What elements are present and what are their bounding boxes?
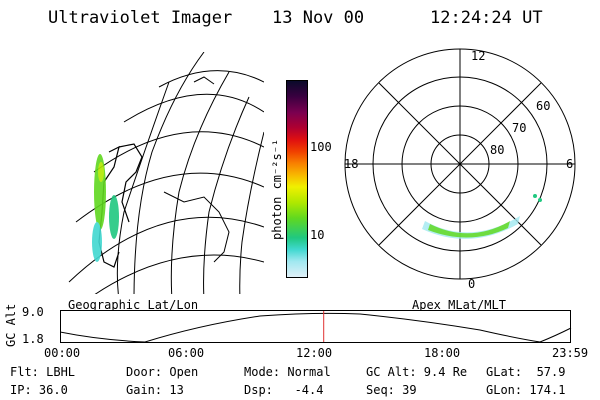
timeline-y-axis-label: GC Alt	[4, 303, 18, 347]
timeline-x-tick-0: 00:00	[44, 346, 81, 360]
timeline-y-tick-top: 9.0	[22, 305, 44, 319]
mode-value: Mode: Normal	[244, 365, 331, 379]
lat-label-70: 70	[512, 121, 526, 135]
timeline-y-tick-bottom: 1.8	[22, 332, 44, 346]
aurora-oval	[422, 194, 542, 239]
lat-label-60: 60	[536, 99, 550, 113]
timeline-x-tick-2: 12:00	[296, 346, 333, 360]
altitude-curve	[60, 312, 572, 343]
mlt-label-18: 18	[344, 157, 358, 171]
timeline-x-tick-1: 06:00	[168, 346, 205, 360]
observation-date: 13 Nov 00	[272, 8, 365, 28]
aurora-emission	[92, 154, 119, 262]
gain-value: Gain: 13	[126, 383, 184, 397]
colorbar-unit-label: photon cm⁻²s⁻¹	[270, 138, 284, 240]
filter-value: Flt: LBHL	[10, 365, 76, 379]
timeline-x-tick-4: 23:59	[552, 346, 589, 360]
colorbar-tick-10: 10	[310, 228, 325, 242]
observation-time: 12:24:24 UT	[430, 8, 543, 28]
timeline-x-tick-3: 18:00	[424, 346, 461, 360]
instrument-title: Ultraviolet Imager	[48, 8, 233, 28]
polar-plot: 12 18 6 0 60 70 80	[344, 48, 576, 290]
geo-longitude-value: GLon: 174.1	[486, 383, 566, 397]
lat-label-80: 80	[490, 143, 504, 157]
geographic-map	[68, 52, 264, 294]
geographic-panel-label: Geographic Lat/Lon	[68, 298, 199, 312]
sequence-value: Seq: 39	[366, 383, 417, 397]
colorbar-tick-100: 100	[310, 140, 332, 154]
geo-latitude-value: GLat: 57.9	[486, 365, 566, 379]
mlt-label-0: 0	[468, 277, 475, 290]
door-status: Door: Open	[126, 365, 199, 379]
intensity-colorbar	[286, 80, 308, 278]
mlt-label-12: 12	[471, 49, 485, 63]
dsp-value: Dsp: -4.4	[244, 383, 324, 397]
ip-value: IP: 36.0	[10, 383, 68, 397]
polar-panel-label: Apex MLat/MLT	[412, 298, 506, 312]
lat-arc	[158, 70, 264, 88]
altitude-timeline	[60, 310, 572, 343]
mlt-label-6: 6	[566, 157, 573, 171]
gc-altitude-value: GC Alt: 9.4 Re	[366, 365, 468, 379]
